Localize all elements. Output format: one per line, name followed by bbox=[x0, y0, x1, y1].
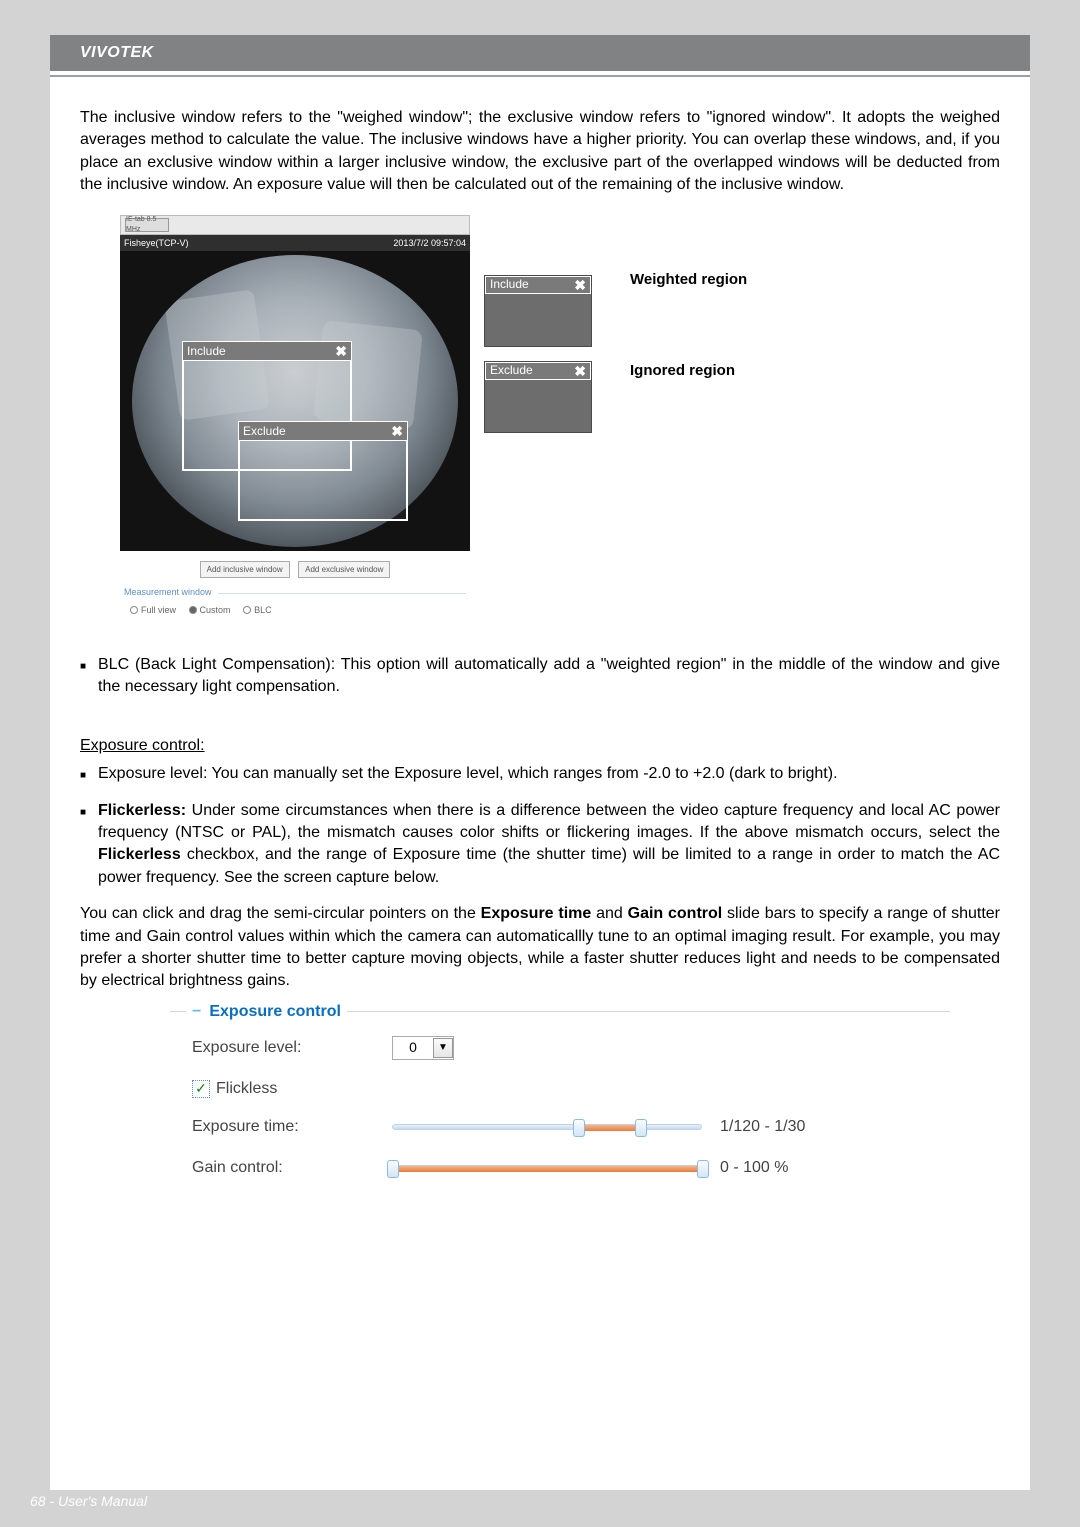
blc-text: BLC (Back Light Compensation): This opti… bbox=[98, 654, 1000, 699]
gain-control-label: Gain control: bbox=[192, 1157, 392, 1179]
window-buttons-row: Add inclusive window Add exclusive windo… bbox=[120, 551, 470, 583]
legend-ignored: Ignored region bbox=[630, 360, 747, 381]
header-band: VIVOTEK bbox=[50, 35, 1030, 71]
bullet-icon: ■ bbox=[80, 660, 90, 699]
exposure-time-value: 1/120 - 1/30 bbox=[720, 1116, 805, 1138]
toolbar-chip[interactable]: IE-tab 8.5 MHz bbox=[125, 218, 169, 232]
radio-full-view[interactable]: Full view bbox=[130, 604, 176, 617]
content-region: The inclusive window refers to the "weig… bbox=[50, 77, 1030, 1207]
include-sample-label: Include bbox=[490, 276, 529, 293]
exclude-sample: Exclude ✖ bbox=[484, 361, 592, 433]
gain-control-slider[interactable] bbox=[392, 1157, 702, 1179]
video-timestamp: 2013/7/2 09:57:04 bbox=[393, 237, 466, 250]
exposure-time-row: Exposure time: 1/120 - 1/30 bbox=[192, 1116, 940, 1138]
exposure-level-text: Exposure level: You can manually set the… bbox=[98, 763, 838, 785]
exposure-level-bullet: ■ Exposure level: You can manually set t… bbox=[80, 763, 1000, 785]
close-icon[interactable]: ✖ bbox=[391, 424, 403, 438]
flickerless-bullet: ■ Flickerless: Under some circumstances … bbox=[80, 800, 1000, 890]
close-icon: ✖ bbox=[574, 278, 586, 292]
blc-bullet: ■ BLC (Back Light Compensation): This op… bbox=[80, 654, 1000, 699]
video-title-bar: Fisheye(TCP-V) 2013/7/2 09:57:04 bbox=[120, 235, 470, 252]
exposure-time-slider[interactable] bbox=[392, 1116, 702, 1138]
exclude-label: Exclude bbox=[243, 423, 286, 440]
flickerless-text: Flickerless: Under some circumstances wh… bbox=[98, 800, 1000, 890]
diagram-group: IE-tab 8.5 MHz Fisheye(TCP-V) 2013/7/2 0… bbox=[120, 215, 1000, 618]
fisheye-panel: IE-tab 8.5 MHz Fisheye(TCP-V) 2013/7/2 0… bbox=[120, 215, 470, 618]
gain-control-row: Gain control: 0 - 100 % bbox=[192, 1157, 940, 1179]
flickless-checkbox[interactable]: ✓ bbox=[192, 1080, 210, 1098]
fisheye-preview: Include ✖ Exclude ✖ bbox=[120, 251, 470, 551]
add-inclusive-button[interactable]: Add inclusive window bbox=[200, 561, 290, 578]
bullet-icon: ■ bbox=[80, 806, 90, 890]
panel-toolbar: IE-tab 8.5 MHz bbox=[120, 215, 470, 235]
include-region-titlebar: Include ✖ bbox=[182, 341, 352, 361]
intro-paragraph: The inclusive window refers to the "weig… bbox=[80, 107, 1000, 197]
brand-label: VIVOTEK bbox=[80, 44, 154, 62]
panel-title: −Exposure control bbox=[186, 1001, 347, 1023]
exposure-level-select[interactable]: 0 ▼ bbox=[392, 1036, 454, 1060]
close-icon: ✖ bbox=[574, 364, 586, 378]
close-icon[interactable]: ✖ bbox=[335, 344, 347, 358]
radio-custom[interactable]: Custom bbox=[189, 604, 231, 617]
exposure-level-row: Exposure level: 0 ▼ bbox=[192, 1036, 940, 1060]
legend-weighted: Weighted region bbox=[630, 269, 747, 290]
page-footer: 68 - User's Manual bbox=[30, 1493, 147, 1509]
exposure-level-value: 0 bbox=[393, 1038, 433, 1058]
exclude-region-titlebar: Exclude ✖ bbox=[238, 421, 408, 441]
flickless-row: ✓ Flickless bbox=[192, 1078, 940, 1100]
exclude-sample-label: Exclude bbox=[490, 362, 533, 379]
radio-blc[interactable]: BLC bbox=[243, 604, 272, 617]
exposure-control-heading: Exposure control: bbox=[80, 735, 1000, 757]
exposure-level-label: Exposure level: bbox=[192, 1037, 392, 1059]
include-label: Include bbox=[187, 343, 226, 360]
page: VIVOTEK The inclusive window refers to t… bbox=[50, 35, 1030, 1490]
gain-control-value: 0 - 100 % bbox=[720, 1157, 788, 1179]
flickerless-label: Flickerless: bbox=[98, 802, 186, 819]
video-source-label: Fisheye(TCP-V) bbox=[124, 237, 189, 250]
slider-instruction-para: You can click and drag the semi-circular… bbox=[80, 903, 1000, 993]
chevron-down-icon[interactable]: ▼ bbox=[433, 1038, 453, 1058]
bullet-icon: ■ bbox=[80, 769, 90, 785]
include-sample: Include ✖ bbox=[484, 275, 592, 347]
exclude-region-overlay[interactable]: Exclude ✖ bbox=[238, 421, 408, 521]
legend-samples: Include ✖ Exclude ✖ bbox=[484, 275, 614, 447]
measurement-heading: Measurement window bbox=[120, 584, 470, 601]
measurement-radios: Full view Custom BLC bbox=[120, 600, 470, 618]
exposure-time-label: Exposure time: bbox=[192, 1116, 392, 1138]
measurement-group: Measurement window Full view Custom BLC bbox=[120, 584, 470, 618]
exposure-control-panel: −Exposure control Exposure level: 0 ▼ ✓ … bbox=[170, 1011, 950, 1207]
legend-text-col: Weighted region Ignored region bbox=[630, 215, 747, 451]
collapse-icon[interactable]: − bbox=[192, 1003, 201, 1020]
flickless-label: Flickless bbox=[216, 1078, 277, 1100]
add-exclusive-button[interactable]: Add exclusive window bbox=[298, 561, 390, 578]
